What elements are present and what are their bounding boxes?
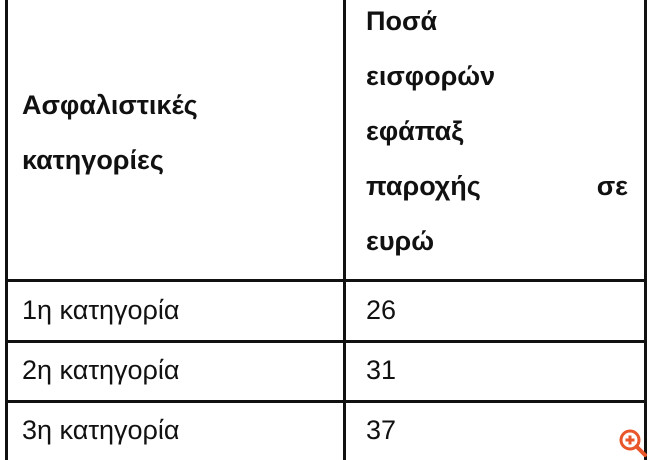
header-line: ευρώ <box>366 226 435 256</box>
header-line: παροχής σε <box>366 159 628 214</box>
table-border-left <box>5 0 8 460</box>
header-amount: Ποσά εισφορών εφάπαξ παροχής σε ευρώ <box>366 0 628 269</box>
header-line: κατηγορίες <box>22 145 164 175</box>
header-word: σε <box>596 171 628 201</box>
row-category: 2η κατηγορία <box>22 355 180 385</box>
row-divider <box>5 279 647 282</box>
row-divider <box>5 340 647 343</box>
row-amount: 26 <box>366 295 397 325</box>
header-word: παροχής <box>366 171 481 201</box>
row-amount: 37 <box>366 415 397 445</box>
header-line: εισφορών <box>366 61 496 91</box>
header-line: εφάπαξ <box>366 116 464 146</box>
header-line: Ποσά <box>366 6 438 36</box>
row-amount: 31 <box>366 355 397 385</box>
zoom-in-icon[interactable] <box>618 428 648 458</box>
header-category: Ασφαλιστικές κατηγορίες <box>22 78 198 188</box>
table-border-right <box>644 0 647 460</box>
row-category: 1η κατηγορία <box>22 295 180 325</box>
row-category: 3η κατηγορία <box>22 415 180 445</box>
column-divider <box>343 0 346 460</box>
row-divider <box>5 400 647 403</box>
header-line: Ασφαλιστικές <box>22 90 198 120</box>
